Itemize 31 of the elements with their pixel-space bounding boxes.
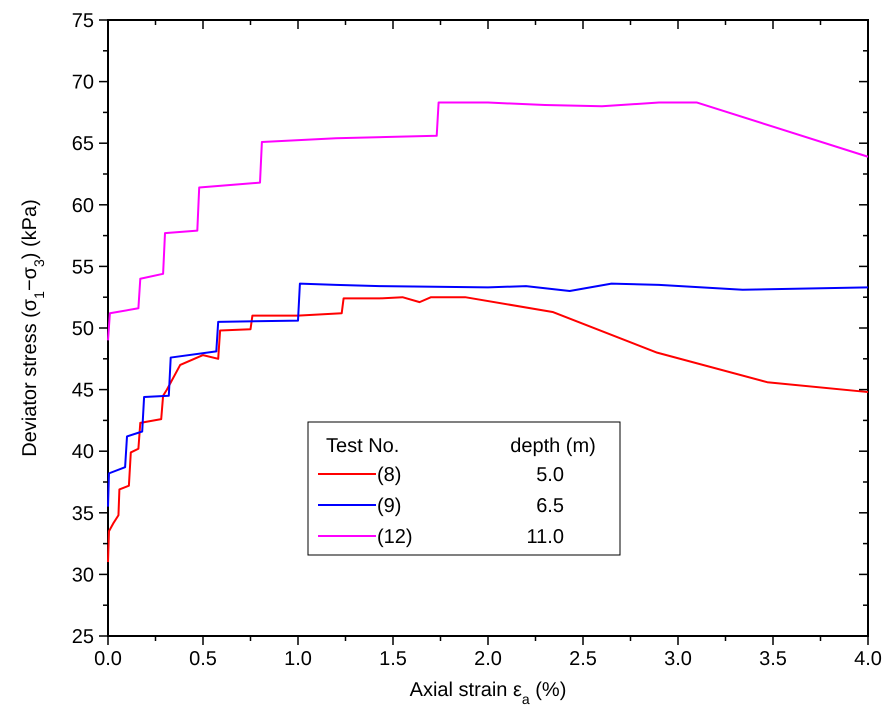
y-tick-label: 45 — [72, 380, 94, 402]
legend-label: (9) — [377, 495, 402, 517]
y-tick-label: 50 — [72, 318, 94, 340]
annotation: depth (m) — [510, 435, 596, 457]
x-tick-label: 0.0 — [94, 648, 122, 670]
x-tick-label: 3.0 — [664, 648, 692, 670]
y-tick-label: 35 — [72, 502, 94, 525]
y-tick-label: 70 — [72, 72, 94, 94]
x-tick-label: 4.0 — [854, 648, 882, 670]
x-tick-label: 3.5 — [759, 648, 787, 670]
line-series — [107, 102, 869, 342]
x-tick-label: 1.5 — [379, 648, 407, 670]
legend-label: (8) — [377, 464, 402, 486]
legend-title: Test No. — [326, 435, 400, 457]
y-tick-label: 65 — [72, 133, 94, 156]
annotation: 6.5 — [536, 495, 564, 517]
y-tick-label: 40 — [72, 441, 94, 464]
y-tick-label: 60 — [72, 194, 94, 217]
x-axis-title: Axial strain ε$_{a}$ (%) — [410, 679, 566, 707]
y-tick-label: 25 — [72, 626, 94, 648]
legend-label: (12) — [377, 526, 413, 548]
x-tick-label: 0.5 — [189, 648, 217, 670]
x-tick-label: 2.0 — [474, 648, 502, 670]
y-tick-label: 75 — [72, 10, 94, 32]
x-tick-label: 2.5 — [569, 648, 597, 670]
y-tick-label: 30 — [72, 564, 94, 586]
line-series — [107, 296, 869, 564]
x-tick-label: 1.0 — [284, 648, 312, 670]
annotation: 5.0 — [536, 464, 564, 486]
y-tick-label: 55 — [72, 256, 94, 278]
annotation: 11.0 — [526, 526, 564, 548]
